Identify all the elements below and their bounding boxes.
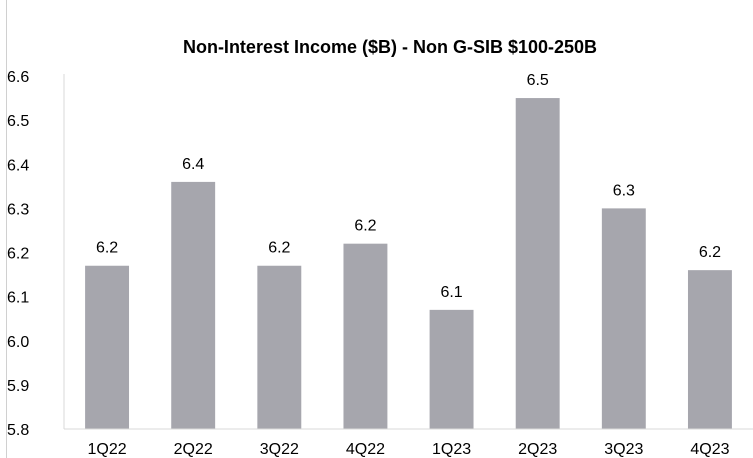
bar-2q23 bbox=[515, 98, 560, 429]
chart-title: Non-Interest Income ($B) - Non G-SIB $10… bbox=[183, 37, 597, 57]
y-tick-label: 5.9 bbox=[7, 378, 29, 395]
data-label-1q22: 6.2 bbox=[96, 240, 118, 257]
y-tick-label: 6.2 bbox=[7, 246, 29, 263]
x-tick-label-4q22: 4Q22 bbox=[346, 441, 385, 458]
bar-2q22 bbox=[171, 181, 216, 429]
x-tick-label-4q23: 4Q23 bbox=[690, 441, 729, 458]
y-tick-label: 6.6 bbox=[7, 69, 29, 86]
y-tick-label: 6.3 bbox=[7, 201, 29, 218]
y-tick-label: 6.5 bbox=[7, 113, 29, 130]
y-tick-label: 6.1 bbox=[7, 290, 29, 307]
bar-4q23 bbox=[687, 270, 732, 429]
data-label-2q23: 6.5 bbox=[527, 72, 549, 89]
y-tick-label: 6.4 bbox=[7, 157, 29, 174]
bar-1q23 bbox=[429, 309, 474, 429]
x-tick-label-2q22: 2Q22 bbox=[174, 441, 213, 458]
bar-4q22 bbox=[343, 243, 388, 429]
y-axis: 5.8 5.9 6.0 6.1 6.2 6.3 6.4 6.5 6.6 bbox=[7, 69, 65, 439]
data-label-1q23: 6.1 bbox=[440, 284, 462, 301]
data-label-3q22: 6.2 bbox=[268, 240, 290, 257]
x-tick-label-1q22: 1Q22 bbox=[87, 441, 126, 458]
data-label-2q22: 6.4 bbox=[182, 156, 204, 173]
bar-3q22 bbox=[257, 265, 302, 429]
x-axis: 1Q22 2Q22 3Q22 4Q22 1Q23 2Q23 3Q23 4Q23 bbox=[64, 428, 753, 458]
left-divider bbox=[6, 0, 7, 458]
data-label-4q22: 6.2 bbox=[354, 218, 376, 235]
data-label-4q23: 6.2 bbox=[699, 244, 721, 261]
y-tick-label: 6.0 bbox=[7, 334, 29, 351]
y-tick-label: 5.8 bbox=[7, 422, 29, 439]
data-label-3q23: 6.3 bbox=[613, 182, 635, 199]
x-tick-label-1q23: 1Q23 bbox=[432, 441, 471, 458]
x-tick-label-3q23: 3Q23 bbox=[604, 441, 643, 458]
x-tick-label-2q23: 2Q23 bbox=[518, 441, 557, 458]
bar-3q23 bbox=[601, 208, 646, 429]
bars bbox=[85, 98, 732, 429]
x-tick-label-3q22: 3Q22 bbox=[260, 441, 299, 458]
data-labels: 6.2 6.4 6.2 6.2 6.1 6.5 6.3 6.2 bbox=[96, 72, 721, 301]
bar-1q22 bbox=[85, 265, 130, 429]
